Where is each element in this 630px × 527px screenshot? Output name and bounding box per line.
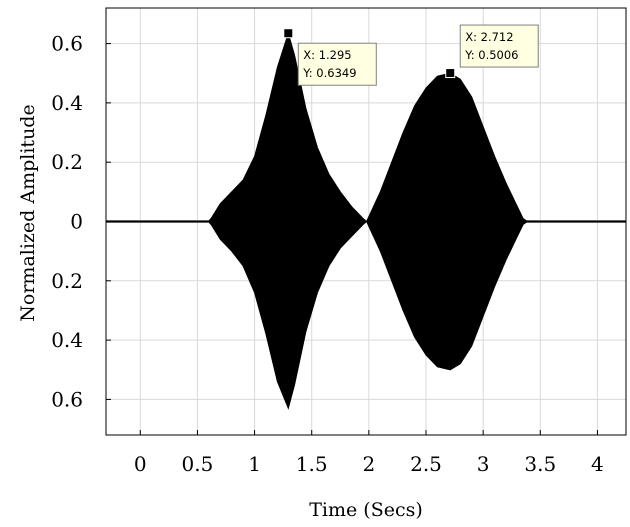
datatip-y-0: Y: 0.6349	[302, 66, 356, 80]
x-tick-label-4: 2	[362, 452, 375, 476]
datatip-box-0	[297, 42, 377, 86]
series-area	[105, 31, 627, 410]
x-axis-label: Time (Secs)	[309, 499, 423, 521]
y-tick-label-3: 0	[70, 210, 83, 234]
y-tick-label-2: 0.2	[51, 150, 83, 174]
datatip-box-1	[459, 24, 539, 68]
x-tick-label-6: 3	[477, 452, 490, 476]
datatip-x-1: X: 2.712	[465, 30, 513, 44]
x-tick-label-1: 0.5	[182, 452, 214, 476]
y-tick-label-0: 0.6	[51, 32, 83, 56]
x-tick-label-3: 1.5	[296, 452, 328, 476]
series-envelope-0	[105, 31, 627, 410]
x-tick-label-2: 1	[248, 452, 261, 476]
y-tick-label-6: 0.6	[51, 387, 83, 411]
y-tick-label-4: 0.2	[51, 269, 83, 293]
datatip-x-0: X: 1.295	[303, 48, 351, 62]
x-tick-label-8: 4	[591, 452, 604, 476]
datatip-y-1: Y: 0.5006	[464, 48, 518, 62]
x-tick-label-0: 0	[134, 452, 147, 476]
y-tick-label-5: 0.4	[51, 328, 83, 352]
y-axis-label: Normalized Amplitude	[17, 104, 39, 321]
annotations: X: 1.295 Y: 0.6349 X: 2.712 Y: 0.5006	[283, 24, 539, 86]
datatip-marker-0	[283, 28, 294, 39]
datatip-marker-1	[445, 68, 456, 79]
y-tick-label-1: 0.4	[51, 91, 83, 115]
x-tick-label-7: 3.5	[524, 452, 556, 476]
y-ticks: 0.6 0.4 0.2 0 0.2 0.4 0.6	[51, 32, 111, 411]
x-ticks: 0 0.5 1 1.5 2 2.5 3 3.5 4	[134, 430, 604, 476]
x-tick-label-5: 2.5	[410, 452, 442, 476]
